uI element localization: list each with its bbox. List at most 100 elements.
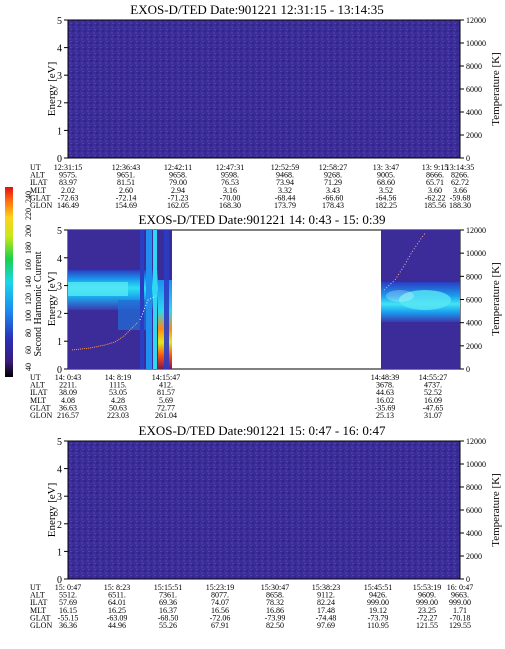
ephemeris-cell: 8266. [451, 171, 469, 180]
ephemeris-cell: 23.25 [418, 606, 436, 615]
colorbar-tick-label: 140 [24, 276, 33, 288]
colorbar-tick-label: 100 [24, 310, 33, 322]
panel-3-title: EXOS-D/TED Date:901221 15: 0:47 - 16: 0:… [139, 423, 386, 438]
ephemeris-row-label: ILAT [30, 388, 47, 397]
ephemeris-cell: 3.60 [428, 186, 442, 195]
ephemeris-row-label: ALT [30, 171, 45, 180]
ephemeris-cell: -62.22 [425, 193, 446, 202]
panel-1-y2-label: Temperature [K] [490, 52, 502, 125]
y-tick-label: 1 [57, 337, 62, 348]
ephemeris-cell: 16.09 [424, 396, 442, 405]
y-tick-label: 5 [57, 437, 62, 448]
colorbar-gradient [5, 187, 13, 377]
ephemeris-cell: -63.09 [107, 613, 128, 622]
panel-3-plot-area [67, 440, 461, 580]
ephemeris-cell: 9575. [59, 171, 77, 180]
ephemeris-cell: 13: 3:47 [373, 163, 399, 172]
ephemeris-cell: 16.02 [376, 396, 394, 405]
y2-tick-label: 0 [466, 365, 470, 374]
ephemeris-cell: 16.86 [266, 606, 284, 615]
ephemeris-cell: 81.57 [157, 388, 175, 397]
ephemeris-row-label: UT [30, 583, 41, 592]
ephemeris-cell: 50.63 [109, 403, 127, 412]
ephemeris-cell: 8658. [266, 591, 284, 600]
panel-2-data-left [68, 230, 172, 369]
ephemeris-cell: 5.69 [159, 396, 173, 405]
panel-2-y2-label: Temperature [K] [490, 262, 502, 335]
ephemeris-cell: 72.77 [157, 403, 175, 412]
ephemeris-cell: 15: 8:23 [104, 583, 130, 592]
ephemeris-cell: 36.63 [59, 403, 77, 412]
ephemeris-cell: 3678. [376, 381, 394, 390]
ephemeris-cell: -59.68 [450, 193, 471, 202]
y-tick-label: 2 [57, 520, 62, 531]
colorbar-ticks: 40 60 80 100 120 140 160 180 200 220 240 [24, 191, 33, 371]
ephemeris-cell: -55.15 [58, 613, 79, 622]
ephemeris-cell: 999.00 [449, 598, 471, 607]
colorbar-tick-label: 80 [24, 329, 33, 337]
y2-tick-label: 8000 [466, 272, 482, 281]
y-tick-label: 1 [57, 547, 62, 558]
ephemeris-cell: 62.72 [451, 178, 469, 187]
ephemeris-cell: 15:15:51 [154, 583, 182, 592]
ephemeris-cell: 55.26 [159, 621, 177, 630]
ephemeris-cell: 223.03 [107, 411, 129, 420]
ephemeris-cell: 71.29 [324, 178, 342, 187]
y-tick-label: 4 [57, 44, 62, 55]
panel-3-y-axis: 0 1 2 3 4 5 0 2000 4000 6000 8000 10000 12000 [57, 437, 486, 586]
ephemeris-cell: 79.00 [169, 178, 187, 187]
ephemeris-cell: 9268. [324, 171, 342, 180]
ephemeris-cell: 15:23:19 [206, 583, 234, 592]
ephemeris-cell: 3.43 [326, 186, 340, 195]
colorbar-tick-label: 40 [24, 363, 33, 371]
ephemeris-cell: 15:38:23 [312, 583, 340, 592]
colorbar-label: Second Harmonic Current [33, 251, 44, 356]
y2-tick-label: 10000 [466, 460, 486, 469]
ephemeris-cell: 12:52:59 [271, 163, 299, 172]
y2-tick-label: 12000 [466, 226, 486, 235]
y-tick-label: 5 [57, 226, 62, 237]
ephemeris-cell: 154.69 [115, 201, 137, 210]
ephemeris-cell: 78.32 [266, 598, 284, 607]
ephemeris-row-label: MLT [30, 606, 46, 615]
y2-tick-label: 10000 [466, 249, 486, 258]
ephemeris-cell: 2.94 [171, 186, 185, 195]
ephemeris-row-label: UT [30, 163, 41, 172]
ephemeris-cell: 178.43 [322, 201, 344, 210]
y2-tick-label: 8000 [466, 483, 482, 492]
colorbar-tick-label: 120 [24, 293, 33, 305]
ephemeris-cell: 8077. [211, 591, 229, 600]
ephemeris-cell: 8666. [426, 171, 444, 180]
ephemeris-cell: 36.36 [59, 621, 77, 630]
ephemeris-cell: -72.14 [116, 193, 137, 202]
ephemeris-cell: 2211. [59, 381, 77, 390]
ephemeris-cell: 16.37 [159, 606, 177, 615]
ephemeris-cell: 76.53 [221, 178, 239, 187]
y-tick-label: 3 [57, 71, 62, 82]
ephemeris-cell: -73.79 [368, 613, 389, 622]
panel-1-title: EXOS-D/TED Date:901221 12:31:15 - 13:14:… [130, 2, 383, 17]
ephemeris-cell: 53.05 [109, 388, 127, 397]
ephemeris-cell: -47.65 [423, 403, 444, 412]
ephemeris-row-label: ILAT [30, 598, 47, 607]
panel-1-y-label: Energy [eV] [46, 62, 58, 116]
y2-tick-label: 6000 [466, 85, 482, 94]
ephemeris-row-label: GLAT [30, 403, 51, 412]
panel-2-data-right [381, 230, 460, 369]
ephemeris-cell: 13: 9:15 [422, 163, 448, 172]
ephemeris-row-label: UT [30, 373, 41, 382]
panel-1-ephemeris: UTALTILATMLTGLATGLON12:31:159575.83.972.… [30, 163, 474, 210]
ephemeris-cell: 16.56 [211, 606, 229, 615]
ephemeris-row-label: ALT [30, 381, 45, 390]
ephemeris-cell: -73.99 [265, 613, 286, 622]
colorbar-tick-label: 240 [24, 191, 33, 203]
ephemeris-cell: 14: 0:43 [55, 373, 81, 382]
y2-tick-label: 0 [466, 154, 470, 163]
ephemeris-cell: 5512. [59, 591, 77, 600]
ephemeris-cell: -74.48 [316, 613, 337, 622]
y2-tick-label: 2000 [466, 552, 482, 561]
ephemeris-cell: 9609. [418, 591, 436, 600]
ephemeris-cell: 182.25 [375, 201, 397, 210]
ephemeris-cell: 25.13 [376, 411, 394, 420]
